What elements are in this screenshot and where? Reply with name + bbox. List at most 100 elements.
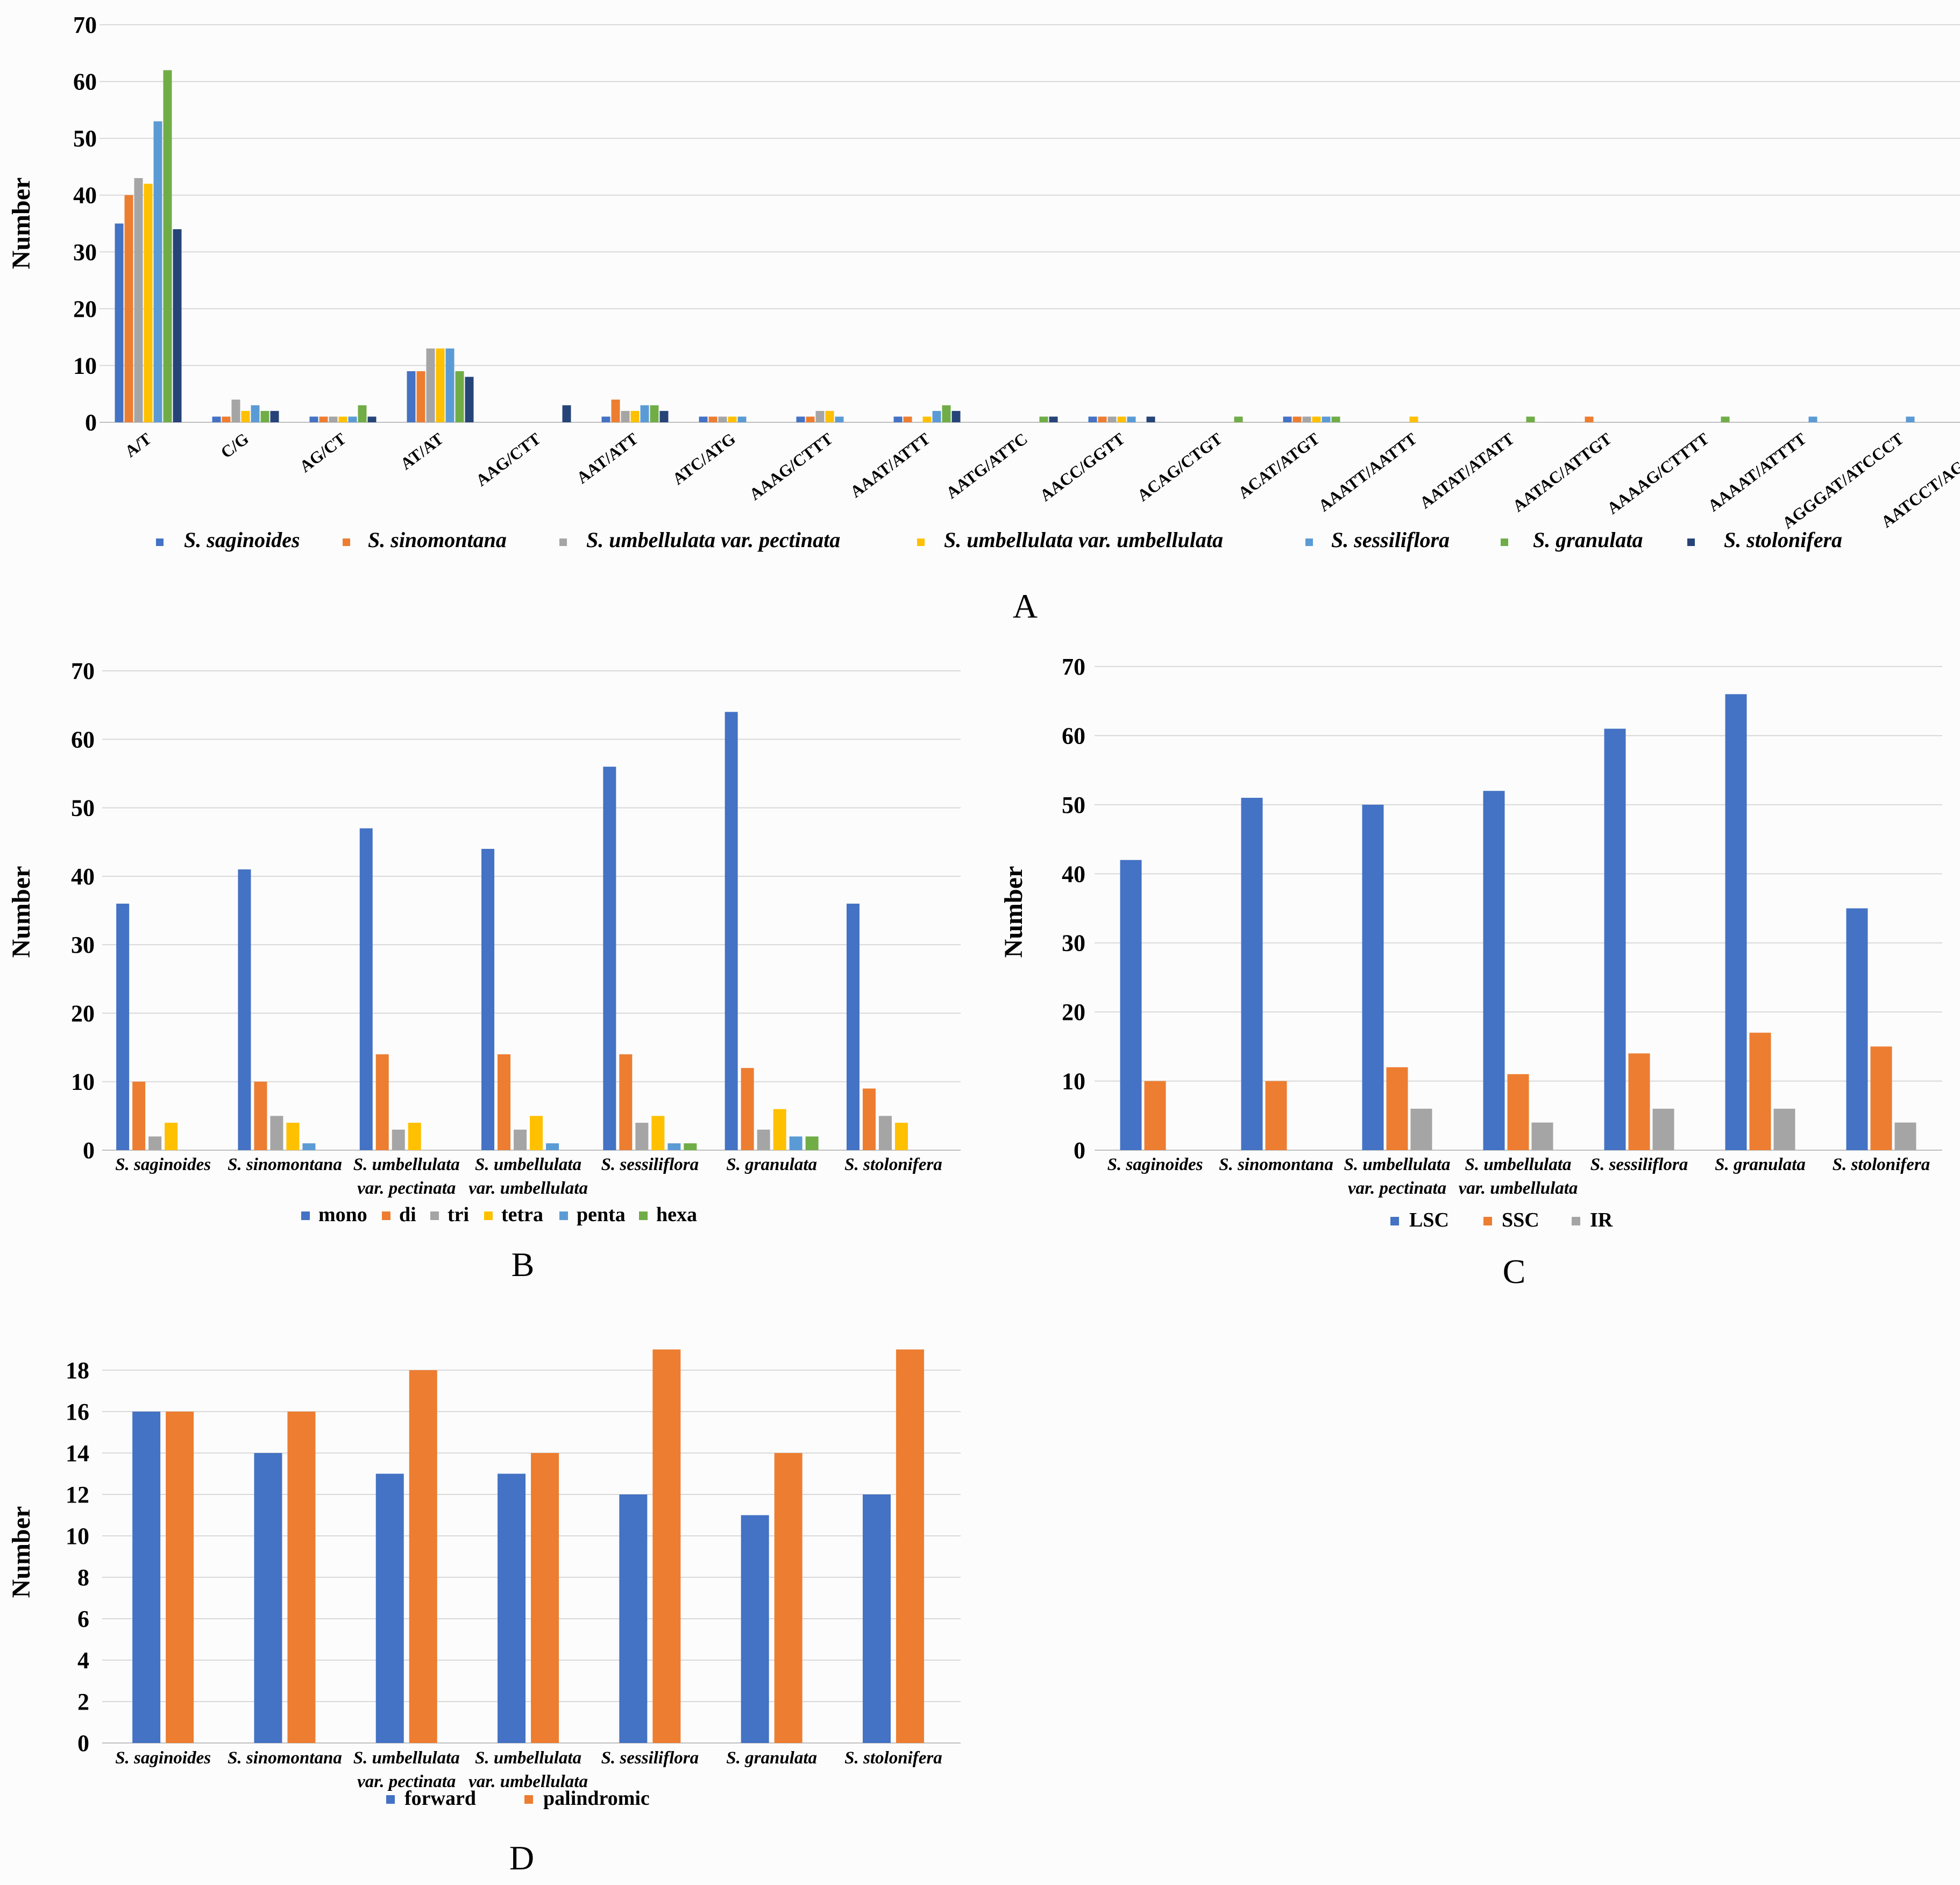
panel-b-ytick-label: 40 xyxy=(71,863,95,890)
panel-d-y-axis-label: Number xyxy=(7,1506,35,1598)
panel-a-bar-s-umbellulata-var-pectinata xyxy=(329,416,338,422)
panel-c-bar-ssc xyxy=(1628,1053,1650,1150)
panel-a-bar-s-granulata xyxy=(1721,416,1730,422)
panel-d-bar-palindromic xyxy=(166,1412,194,1743)
panel-b-ssr-type-chart: 0 10 20 30 40 50 60 70 Number S. saginoides S. sin… xyxy=(7,658,961,1284)
panel-d-category-label: var. umbellulata xyxy=(468,1772,588,1791)
panel-a-bar-s-sinomontana xyxy=(1098,416,1107,422)
panel-c-ssr-region-chart: 0 10 20 30 40 50 60 70 Number S. saginoides S. sin… xyxy=(999,654,1942,1291)
panel-a-bar-s-granulata xyxy=(1039,416,1048,422)
panel-a-category-label: AACC/GGTT xyxy=(1036,429,1128,505)
panel-a-legend-swatch-s-umbellulata-var-umbellulata xyxy=(917,538,925,546)
panel-c-ytick-label: 70 xyxy=(1062,654,1085,680)
panel-c-ytick-label: 50 xyxy=(1062,792,1085,818)
panel-a-bar-s-umbellulata-var-umbellulata xyxy=(922,416,932,422)
panel-a-label: A xyxy=(1013,587,1038,625)
panel-d-category-label: S. umbellulata xyxy=(475,1748,581,1768)
panel-b-bar-tetra xyxy=(651,1116,665,1150)
panel-c-bar-ssc xyxy=(1870,1046,1892,1150)
panel-a-category-label: ACAG/CTGT xyxy=(1134,429,1226,505)
panel-b-bar-tri xyxy=(270,1116,283,1150)
panel-b-legend-swatch-tri xyxy=(430,1211,439,1220)
panel-d-legend-label-forward: forward xyxy=(404,1787,476,1810)
panel-d-category-label: S. sessiliflora xyxy=(601,1748,699,1768)
panel-d-ytick-label: 6 xyxy=(77,1606,89,1632)
panel-a-bar-s-granulata xyxy=(358,405,367,422)
panel-b-bar-tetra xyxy=(165,1123,178,1150)
panel-d-label: D xyxy=(509,1839,534,1877)
panel-c-category-label: var. pectinata xyxy=(1348,1179,1446,1198)
panel-a-ytick-label: 20 xyxy=(73,296,97,322)
panel-a-bar-s-stolonifera xyxy=(562,405,571,422)
panel-b-bar-hexa xyxy=(684,1143,697,1150)
panel-d-bar-palindromic xyxy=(409,1370,437,1743)
panel-d-bar-palindromic xyxy=(896,1349,924,1743)
panel-b-bar-di xyxy=(498,1054,511,1150)
panel-b-y-axis-label: Number xyxy=(7,866,35,958)
panel-b-ytick-label: 10 xyxy=(71,1069,95,1095)
panel-a-bar-s-sinomontana xyxy=(124,195,133,422)
panel-d-ytick-label: 16 xyxy=(66,1399,89,1425)
panel-a-bar-s-sinomontana xyxy=(1293,416,1302,422)
panel-a-bar-s-saginoides xyxy=(796,416,805,422)
panel-d-bar-forward xyxy=(132,1412,161,1743)
panel-c-bar-ir xyxy=(1894,1122,1916,1150)
panel-c-bar-lsc xyxy=(1120,860,1142,1150)
panel-b-bar-mono xyxy=(603,767,616,1150)
panel-a-bar-s-sessiliflora xyxy=(835,416,844,422)
panel-a-bar-s-sessiliflora xyxy=(1808,416,1817,422)
panel-a-bar-s-umbellulata-var-umbellulata xyxy=(825,410,834,422)
panel-a-bar-s-sinomontana xyxy=(319,416,328,422)
panel-d-bar-forward xyxy=(619,1494,648,1743)
panel-a-legend-label-s-sessiliflora: S. sessiliflora xyxy=(1331,528,1450,552)
panel-a-bar-s-umbellulata-var-umbellulata xyxy=(728,416,737,422)
panel-a-legend-label-s-stolonifera: S. stolonifera xyxy=(1724,528,1842,552)
panel-b-legend-swatch-mono xyxy=(301,1211,310,1220)
panel-b-bar-tri xyxy=(392,1129,405,1150)
panel-c-ytick-label: 30 xyxy=(1062,930,1085,956)
panel-b-bar-tetra xyxy=(773,1109,786,1150)
panel-a-bar-s-umbellulata-var-umbellulata xyxy=(338,416,347,422)
panel-a-bar-s-sinomontana xyxy=(806,416,815,422)
panel-b-category-label: var. umbellulata xyxy=(468,1179,588,1198)
panel-a-bar-s-sessiliflora xyxy=(348,416,357,422)
panel-c-category-label: S. umbellulata xyxy=(1344,1155,1450,1174)
panel-b-ytick-label: 30 xyxy=(71,932,95,958)
panel-a-bar-s-granulata xyxy=(455,371,464,422)
panel-d-bar-forward xyxy=(375,1473,404,1743)
panel-b-legend-label-hexa: hexa xyxy=(656,1203,697,1226)
panel-c-bar-ir xyxy=(1410,1108,1432,1150)
panel-a-category-label: AAAAT/ATTTT xyxy=(1704,429,1809,515)
panel-a-ytick-label: 10 xyxy=(73,352,97,379)
panel-c-bar-ir xyxy=(1531,1122,1553,1150)
panel-a-legend-swatch-s-saginoides xyxy=(156,538,164,546)
panel-b-category-label: S. stolonifera xyxy=(844,1155,942,1174)
panel-c-label: C xyxy=(1503,1252,1526,1291)
panel-a-bar-s-saginoides xyxy=(309,416,318,422)
panel-d-category-label: var. pectinata xyxy=(357,1772,456,1791)
panel-d-bar-palindromic xyxy=(652,1349,681,1743)
panel-a-category-label: AATG/ATTC xyxy=(942,429,1031,502)
panel-a-bar-s-granulata xyxy=(650,405,659,422)
panel-b-bar-di xyxy=(862,1088,876,1150)
panel-c-ytick-label: 0 xyxy=(1074,1137,1085,1164)
panel-b-bar-tri xyxy=(757,1129,770,1150)
panel-d-repeat-type-chart: 0 2 4 6 8 10 12 14 16 18 Number S. saginoides S. sin… xyxy=(7,1349,961,1877)
panel-b-ytick-label: 0 xyxy=(83,1137,95,1164)
panel-d-ytick-label: 0 xyxy=(77,1730,89,1756)
panel-b-label: B xyxy=(512,1245,535,1284)
panel-a-bar-s-sinomontana xyxy=(1585,416,1594,422)
panel-c-category-label: S. stolonifera xyxy=(1833,1155,1930,1174)
panel-a-category-label: AT/AT xyxy=(397,429,447,473)
panel-a-bar-s-umbellulata-var-pectinata xyxy=(231,399,240,422)
panel-d-legend-label-palindromic: palindromic xyxy=(543,1787,650,1810)
panel-a-bar-s-stolonifera xyxy=(173,229,182,422)
panel-c-legend-swatch-lsc xyxy=(1390,1217,1399,1225)
panel-b-category-label: var. pectinata xyxy=(357,1179,456,1198)
panel-a-legend-label-s-umbellulata-var-pectinata: S. umbellulata var. pectinata xyxy=(586,528,840,552)
panel-a-bar-s-granulata xyxy=(1526,416,1535,422)
panel-b-bar-di xyxy=(132,1081,146,1150)
panel-d-ytick-label: 8 xyxy=(77,1564,89,1591)
panel-d-category-label: S. stolonifera xyxy=(844,1748,942,1768)
